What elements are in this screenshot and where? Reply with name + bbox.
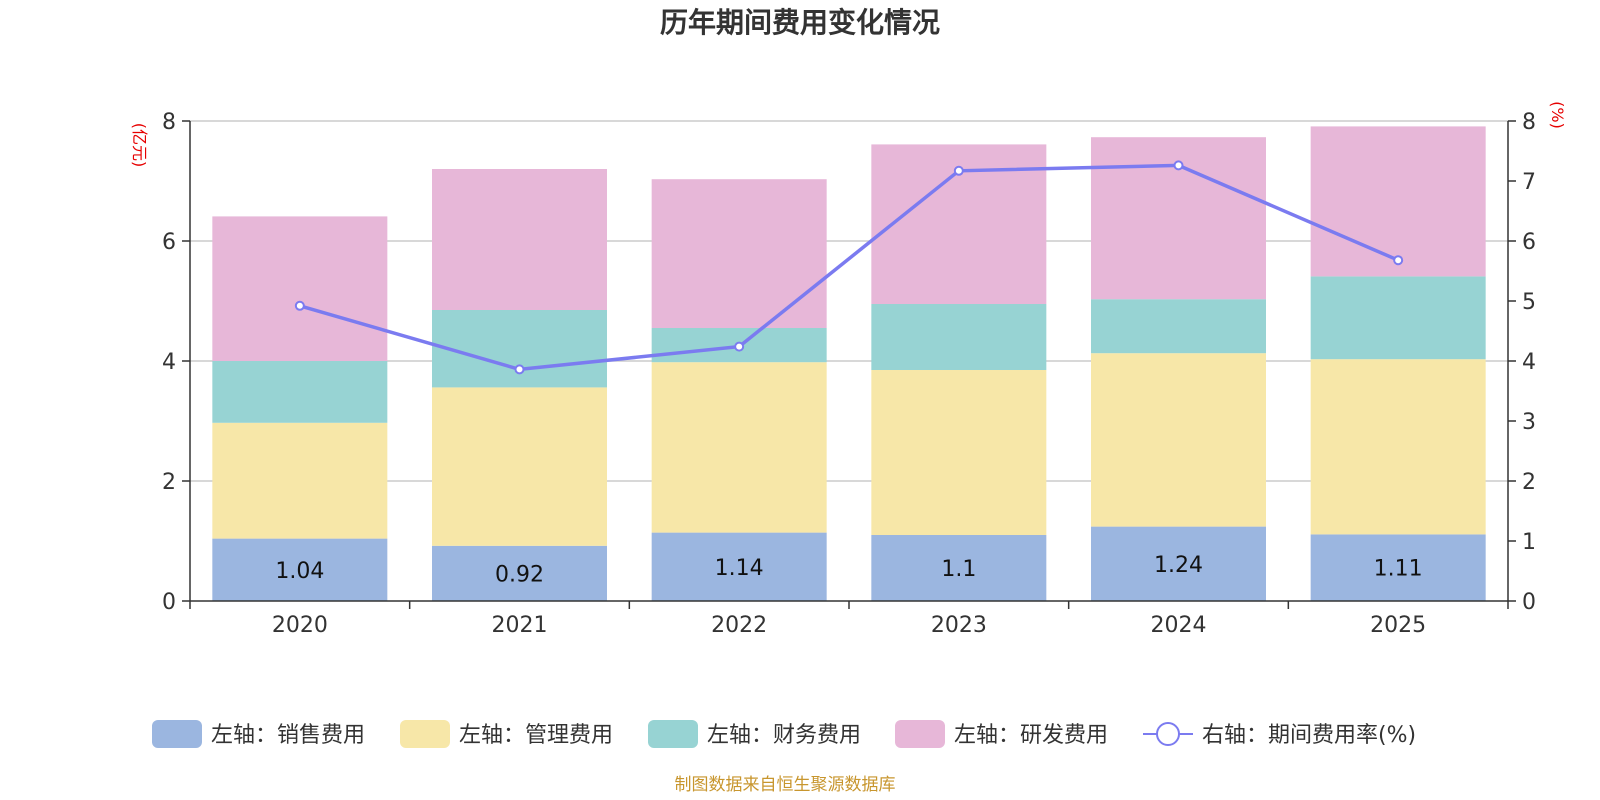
right-tick-label: 3 xyxy=(1522,410,1536,435)
right-tick-label: 5 xyxy=(1522,290,1536,315)
bar-2021-s0 xyxy=(432,545,607,601)
legend-admin-label: 左轴：管理费用 xyxy=(459,723,613,748)
rate-point-2020 xyxy=(294,300,305,311)
grid-lines xyxy=(190,120,1508,482)
data-label-2024: 1.24 xyxy=(1154,553,1203,578)
bar-2025-s2 xyxy=(1310,276,1486,360)
left-axis-unit: (亿元) xyxy=(130,123,149,168)
legend: 左轴：销售费用 左轴：管理费用 左轴：财务费用 左轴：研发费用 右轴：期间费用率(%) xyxy=(152,720,1416,748)
rate-point-2021 xyxy=(514,364,525,375)
right-tick-label: 8 xyxy=(1522,110,1536,135)
bar-2024-s2 xyxy=(1091,299,1266,354)
rate-point-2023 xyxy=(953,165,964,176)
bar-2021-s1 xyxy=(432,387,607,546)
data-label-2020: 1.04 xyxy=(275,559,324,584)
bar-2025-s3 xyxy=(1310,126,1486,277)
x-tick-label-2023: 2023 xyxy=(931,613,987,638)
bar-2021-s2 xyxy=(432,310,607,388)
chart-title: 历年期间费用变化情况 xyxy=(660,6,940,39)
bar-2021-s3 xyxy=(432,169,607,310)
right-tick-label: 6 xyxy=(1522,230,1536,255)
left-tick-label: 2 xyxy=(162,470,176,495)
x-tick-label-2025: 2025 xyxy=(1370,613,1426,638)
bar-2022-s3 xyxy=(651,179,827,328)
bar-2023-s0 xyxy=(871,535,1047,601)
rate-point-2025 xyxy=(1393,255,1404,266)
x-tick-label-2024: 2024 xyxy=(1151,613,1207,638)
bar-2022-s1 xyxy=(651,362,827,533)
bar-2025-s0 xyxy=(1310,534,1486,601)
bar-2025-s1 xyxy=(1310,359,1486,535)
bar-2020-s1 xyxy=(212,422,388,539)
bar-2024-s0 xyxy=(1091,526,1266,601)
left-tick-label: 6 xyxy=(162,230,176,255)
right-tick-label: 0 xyxy=(1522,590,1536,615)
bar-2024-s1 xyxy=(1091,353,1266,527)
legend-finance-swatch xyxy=(648,720,698,748)
right-tick-label: 2 xyxy=(1522,470,1536,495)
rate-line-path xyxy=(299,163,1399,372)
data-label-2023: 1.1 xyxy=(941,557,976,582)
legend-rate-swatch-marker xyxy=(1156,722,1180,746)
right-tick-label: 4 xyxy=(1522,350,1536,375)
x-tick-label-2022: 2022 xyxy=(711,613,767,638)
x-tick-label-2020: 2020 xyxy=(272,613,328,638)
left-tick-label: 4 xyxy=(162,350,176,375)
data-label-2022: 1.14 xyxy=(715,556,764,581)
bars: 1.04 0.92 1.14 1.1 1.24 1.11 xyxy=(212,126,1486,601)
legend-sales-swatch xyxy=(152,720,202,748)
legend-sales-label: 左轴：销售费用 xyxy=(211,723,365,748)
left-tick-label: 8 xyxy=(162,110,176,135)
bar-2023-s2 xyxy=(871,304,1047,370)
legend-admin-swatch xyxy=(400,720,450,748)
rate-point-2022 xyxy=(734,341,745,352)
legend-finance-label: 左轴：财务费用 xyxy=(707,723,861,748)
rate-line xyxy=(294,160,1404,375)
legend-rate-label: 右轴：期间费用率(%) xyxy=(1202,723,1416,748)
source-note: 制图数据来自恒生聚源数据库 xyxy=(675,775,896,795)
axes: 0 2 4 6 8 0 1 2 3 4 5 6 7 8 2020 2021 2022 2023 2024 2025 xyxy=(162,110,1536,638)
bar-2020-s3 xyxy=(212,216,388,361)
bar-2023-s1 xyxy=(871,370,1047,535)
rate-point-2024 xyxy=(1173,160,1184,171)
data-label-2021: 0.92 xyxy=(495,562,544,587)
right-tick-label: 7 xyxy=(1522,170,1536,195)
data-label-2025: 1.11 xyxy=(1374,557,1423,582)
bar-2020-s0 xyxy=(212,538,388,601)
x-tick-label-2021: 2021 xyxy=(492,613,548,638)
bar-2022-s0 xyxy=(651,532,827,601)
bar-2020-s2 xyxy=(212,361,388,423)
left-tick-label: 0 xyxy=(162,590,176,615)
right-axis-unit: (%) xyxy=(1548,101,1567,129)
right-tick-label: 1 xyxy=(1522,530,1536,555)
legend-rnd-label: 左轴：研发费用 xyxy=(954,723,1108,748)
legend-rnd-swatch xyxy=(895,720,945,748)
